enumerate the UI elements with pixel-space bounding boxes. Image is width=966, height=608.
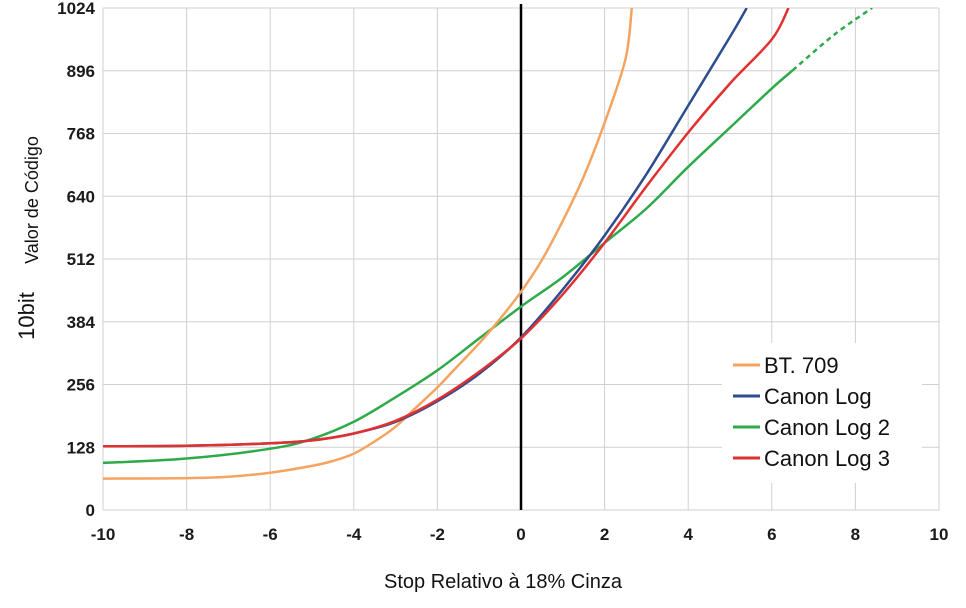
y-tick-label: 1024 — [57, 0, 95, 18]
x-tick-label: 8 — [851, 525, 860, 544]
y-tick-label: 512 — [67, 250, 95, 269]
x-tick-labels: -10 -8 -6 -4 -2 0 2 4 6 8 10 — [91, 525, 949, 544]
x-tick-label: 10 — [930, 525, 949, 544]
legend-label-bt709: BT. 709 — [764, 353, 839, 378]
legend-item-canon-log-2: Canon Log 2 — [733, 415, 890, 440]
x-tick-label: 2 — [600, 525, 609, 544]
y-tick-label: 768 — [67, 125, 95, 144]
x-tick-label: 0 — [516, 525, 525, 544]
legend-label-canon-log: Canon Log — [764, 384, 872, 409]
x-tick-label: -8 — [179, 525, 194, 544]
y-tick-label: 0 — [86, 501, 95, 520]
series-line-canon-log — [103, 8, 748, 448]
x-tick-label: -4 — [346, 525, 362, 544]
legend-label-canon-log-3: Canon Log 3 — [764, 446, 890, 471]
series-line-canon-log-2 — [103, 69, 794, 465]
y-tick-label: 640 — [67, 187, 95, 206]
legend-item-canon-log: Canon Log — [733, 384, 872, 409]
y-tick-label: 128 — [67, 438, 95, 457]
x-tick-label: 4 — [683, 525, 693, 544]
series-lines — [103, 8, 873, 480]
series-line-canon-log-2-extension — [791, 8, 873, 72]
legend: BT. 709 Canon Log Canon Log 2 Canon Log … — [722, 343, 922, 483]
y-tick-labels: 0 128 256 384 512 640 768 896 1024 — [57, 0, 95, 520]
legend-label-canon-log-2: Canon Log 2 — [764, 415, 890, 440]
x-tick-label: -6 — [263, 525, 278, 544]
series-line-canon-log-3 — [103, 8, 790, 448]
y-axis-title: Valor de Código — [22, 136, 42, 264]
y-tick-label: 256 — [67, 376, 95, 395]
y-tick-label: 384 — [67, 313, 96, 332]
x-tick-label: -10 — [91, 525, 116, 544]
x-tick-label: 6 — [767, 525, 776, 544]
x-tick-label: -2 — [430, 525, 445, 544]
y-tick-label: 896 — [67, 62, 95, 81]
x-axis-title: Stop Relativo à 18% Cinza — [384, 571, 623, 593]
legend-item-bt709: BT. 709 — [733, 353, 839, 378]
y-axis-title-prefix: 10bit — [14, 292, 39, 340]
series-line-bt-709 — [103, 8, 634, 480]
legend-item-canon-log-3: Canon Log 3 — [733, 446, 890, 471]
